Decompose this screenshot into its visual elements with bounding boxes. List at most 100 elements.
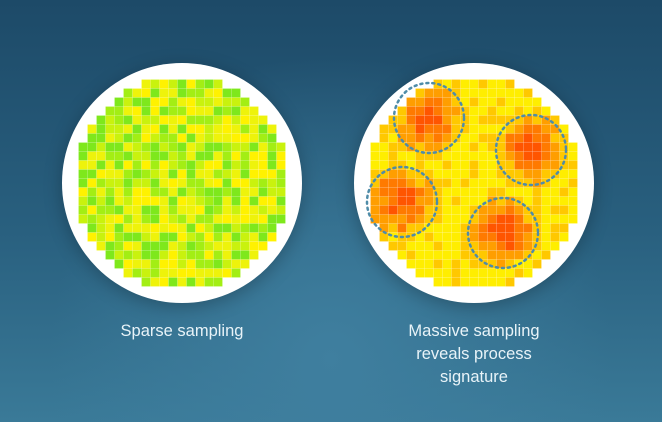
wafer-cell xyxy=(424,232,434,242)
wafer-cell xyxy=(231,133,241,143)
wafer-cell xyxy=(388,196,398,206)
wafer-cell xyxy=(568,142,578,152)
wafer-cell xyxy=(424,133,434,143)
wafer-cell xyxy=(397,124,407,134)
wafer-cell xyxy=(105,214,115,224)
wafer-cell xyxy=(222,232,232,242)
wafer-cell xyxy=(123,106,133,116)
wafer-cell xyxy=(105,106,115,116)
wafer-cell xyxy=(177,196,187,206)
wafer-cell xyxy=(379,124,389,134)
wafer-cell xyxy=(406,196,416,206)
wafer-cell xyxy=(258,115,268,125)
wafer-cell xyxy=(195,151,205,161)
massive-wafer-map xyxy=(365,79,578,287)
wafer-cell xyxy=(186,178,196,188)
wafer-cell xyxy=(388,169,398,179)
wafer-cell xyxy=(240,169,250,179)
wafer-cell xyxy=(132,124,142,134)
wafer-cell xyxy=(433,124,443,134)
wafer-cell xyxy=(168,97,178,107)
wafer-cell xyxy=(568,214,578,224)
wafer-cell xyxy=(132,142,142,152)
wafer-cell xyxy=(204,115,214,125)
wafer-cell xyxy=(150,178,160,188)
wafer-cell xyxy=(505,187,515,197)
wafer-cell xyxy=(415,250,425,260)
wafer-cell xyxy=(123,241,133,251)
wafer-cell xyxy=(222,169,232,179)
wafer-cell xyxy=(505,142,515,152)
wafer-cell xyxy=(415,97,425,107)
wafer-cell xyxy=(505,241,515,251)
wafer-cell xyxy=(478,88,488,98)
wafer-cell xyxy=(168,169,178,179)
wafer-cell xyxy=(87,142,97,152)
wafer-cell xyxy=(505,250,515,260)
wafer-cell xyxy=(186,277,196,287)
wafer-cell xyxy=(487,223,497,233)
wafer-cell xyxy=(442,115,452,125)
wafer-cell xyxy=(523,151,533,161)
wafer-cell xyxy=(78,169,88,179)
wafer-cell xyxy=(114,250,124,260)
wafer-cell xyxy=(186,124,196,134)
wafer-cell xyxy=(469,97,479,107)
wafer-cell xyxy=(114,106,124,116)
wafer-cell xyxy=(276,151,286,161)
wafer-cell xyxy=(159,250,169,260)
wafer-cell xyxy=(87,223,97,233)
wafer-cell xyxy=(150,88,160,98)
wafer-cell xyxy=(150,169,160,179)
wafer-cell xyxy=(451,124,461,134)
wafer-cell xyxy=(204,232,214,242)
wafer-cell xyxy=(550,151,560,161)
wafer-cell xyxy=(105,223,115,233)
wafer-cell xyxy=(96,151,106,161)
wafer-cell xyxy=(150,232,160,242)
wafer-cell xyxy=(231,178,241,188)
wafer-cell xyxy=(159,79,169,89)
wafer-cell xyxy=(204,214,214,224)
wafer-cell xyxy=(222,97,232,107)
wafer-cell xyxy=(496,232,506,242)
wafer-cell xyxy=(505,160,515,170)
wafer-cell xyxy=(415,259,425,269)
wafer-cell xyxy=(460,133,470,143)
massive-sampling-caption: Massive sampling reveals process signatu… xyxy=(344,320,604,389)
wafer-cell xyxy=(496,115,506,125)
wafer-cell xyxy=(213,268,223,278)
wafer-cell xyxy=(258,187,268,197)
wafer-cell xyxy=(568,178,578,188)
wafer-cell xyxy=(258,205,268,215)
wafer-cell xyxy=(132,115,142,125)
wafer-cell xyxy=(276,178,286,188)
wafer-cell xyxy=(451,196,461,206)
wafer-cell xyxy=(514,151,524,161)
wafer-cell xyxy=(478,232,488,242)
wafer-cell xyxy=(514,223,524,233)
wafer-cell xyxy=(442,277,452,287)
wafer-cell xyxy=(379,151,389,161)
wafer-cell xyxy=(141,160,151,170)
wafer-cell xyxy=(213,124,223,134)
wafer-cell xyxy=(123,187,133,197)
wafer-cell xyxy=(150,277,160,287)
hotspot-left-ring xyxy=(365,165,439,239)
wafer-cell xyxy=(204,250,214,260)
wafer-cell xyxy=(469,160,479,170)
wafer-cell xyxy=(159,97,169,107)
wafer-cell xyxy=(469,88,479,98)
wafer-cell xyxy=(114,169,124,179)
wafer-cell xyxy=(406,187,416,197)
wafer-cell xyxy=(258,160,268,170)
wafer-cell xyxy=(442,223,452,233)
wafer-cell xyxy=(159,214,169,224)
wafer-cell xyxy=(276,160,286,170)
wafer-cell xyxy=(222,133,232,143)
wafer-cell xyxy=(258,151,268,161)
wafer-cell xyxy=(105,124,115,134)
wafer-cell xyxy=(487,151,497,161)
wafer-cell xyxy=(505,97,515,107)
wafer-cell xyxy=(114,241,124,251)
